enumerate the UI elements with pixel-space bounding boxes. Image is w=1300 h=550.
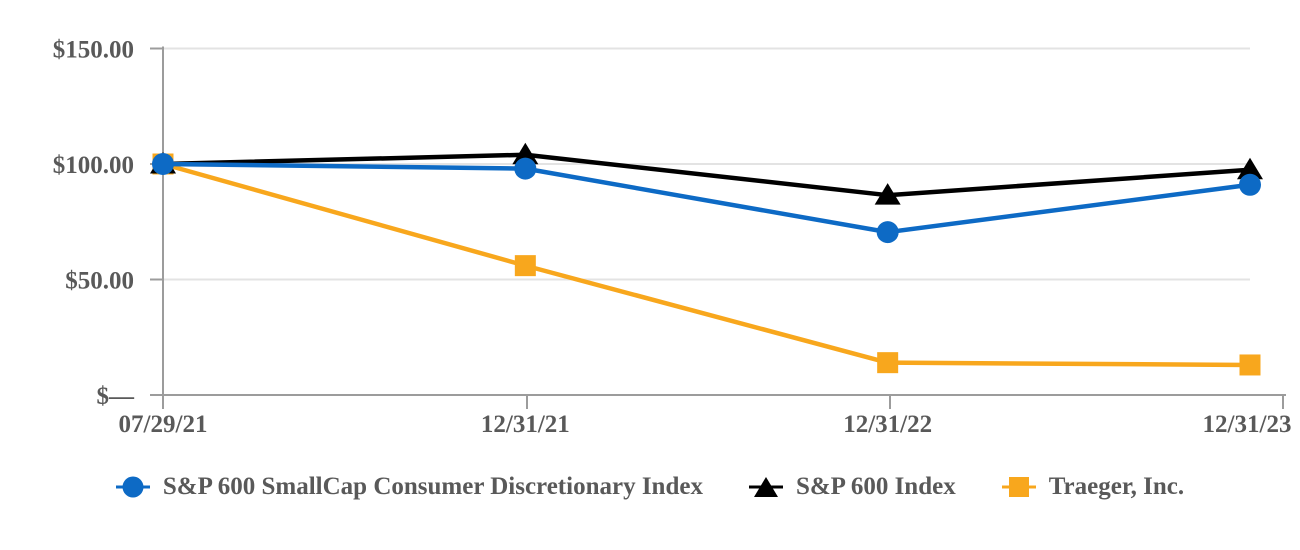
triangle-marker-icon	[512, 142, 539, 165]
triangle-marker-icon	[874, 183, 901, 205]
chart-legend: S&P 600 SmallCap Consumer Discretionary …	[0, 467, 1300, 507]
x-axis-label: 12/31/22	[843, 411, 932, 438]
x-axis-label: 12/31/23	[1203, 411, 1292, 438]
x-axis-label: 12/31/21	[481, 411, 570, 438]
series-line	[160, 161, 1253, 368]
circle-marker-icon	[876, 221, 899, 244]
y-axis-label: $—	[97, 383, 136, 410]
legend-label: S&P 600 Index	[795, 473, 956, 500]
triangle-marker-icon	[1237, 157, 1263, 180]
legend-label: S&P 600 SmallCap Consumer Discretionary …	[162, 473, 703, 500]
series-line	[160, 161, 1253, 235]
legend-item-sp600-index: S&P 600 Index	[748, 473, 956, 501]
y-axis-label: $100.00	[53, 152, 134, 179]
circle-marker-icon	[122, 476, 144, 498]
square-marker-icon	[1008, 477, 1029, 497]
y-axis-label: $150.00	[53, 37, 134, 64]
legend-key	[1001, 474, 1036, 500]
y-axis-label: $50.00	[65, 268, 134, 295]
legend-key	[748, 474, 783, 500]
circle-marker-icon	[1239, 173, 1261, 196]
legend-item-traeger: Traeger, Inc.	[1001, 473, 1185, 501]
legend-label: Traeger, Inc.	[1048, 473, 1185, 500]
legend-key	[115, 474, 150, 500]
series-line	[160, 152, 1253, 198]
square-marker-icon	[1239, 354, 1261, 376]
line-chart-plot: $— $50.00 $100.00 $150.00 07/29/21 12/31/21 12…	[53, 37, 1292, 439]
circle-marker-icon	[514, 157, 537, 180]
square-marker-icon	[514, 255, 536, 277]
legend-item-sp600-smallcap-cd: S&P 600 SmallCap Consumer Discretionary …	[115, 473, 703, 501]
triangle-marker-icon	[753, 477, 778, 497]
x-axis-label: 07/29/21	[119, 411, 208, 438]
square-marker-icon	[877, 352, 899, 374]
circle-marker-icon	[152, 153, 174, 175]
